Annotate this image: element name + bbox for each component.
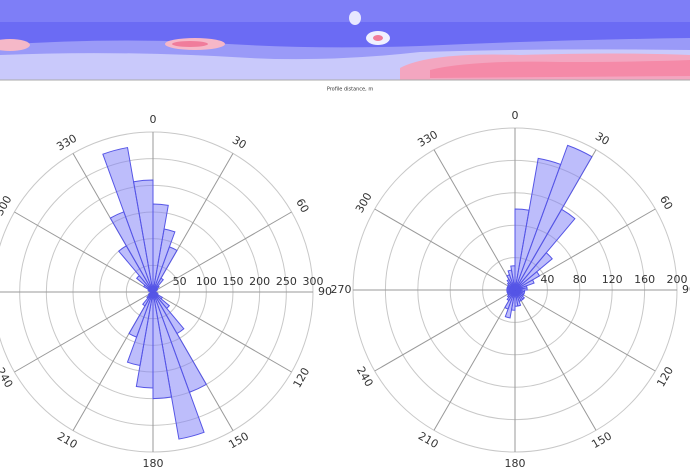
angle-tick-label: 180 (505, 457, 526, 467)
angle-tick-label: 30 (593, 130, 612, 148)
heatmap-spot (172, 41, 208, 47)
angle-tick-label: 180 (143, 457, 164, 467)
angle-tick-label: 0 (512, 109, 519, 122)
r-tick-label: 150 (223, 275, 244, 288)
x-axis-label: Profile distance, m (327, 87, 374, 93)
petal (514, 144, 593, 291)
angle-tick-label: 330 (54, 132, 79, 154)
angle-tick-label: 120 (291, 365, 313, 390)
angle-tick-label: 150 (226, 430, 251, 452)
r-tick-label: 200 (249, 275, 270, 288)
r-tick-label: 250 (276, 275, 297, 288)
petal (514, 279, 535, 291)
spoke (152, 291, 292, 373)
r-tick-label: 200 (667, 273, 688, 286)
angle-tick-label: 210 (55, 430, 80, 452)
angle-tick-label: 240 (354, 364, 376, 389)
spoke (374, 208, 516, 291)
angle-tick-label: 30 (230, 133, 249, 151)
spoke (152, 211, 292, 293)
angle-tick-label: 90 (682, 283, 690, 296)
r-tick-label: 80 (573, 273, 587, 286)
petal (514, 287, 528, 291)
angle-tick-label: 150 (589, 429, 614, 451)
heatmap-spot (373, 35, 383, 41)
spoke (433, 289, 516, 431)
petal (102, 146, 154, 293)
angle-tick-label: 60 (293, 196, 311, 215)
heatmap-spot (0, 39, 30, 51)
angle-tick-label: 0 (150, 113, 157, 126)
contour-strip: Profile distance, m (0, 0, 690, 93)
spoke (14, 211, 154, 293)
heatmap-spot (349, 11, 361, 25)
spoke (433, 149, 516, 291)
r-tick-label: 160 (634, 273, 655, 286)
petal (514, 271, 541, 291)
petal (514, 252, 553, 291)
spoke (374, 289, 516, 372)
angle-tick-label: 60 (657, 193, 675, 212)
petal (510, 265, 516, 291)
spoke (14, 291, 154, 373)
angle-tick-label: 270 (331, 283, 352, 296)
heatmap-band (430, 60, 690, 78)
angle-tick-label: 90 (318, 285, 332, 298)
petal (152, 291, 205, 440)
angle-tick-label: 210 (416, 429, 441, 451)
angle-tick-label: 300 (353, 190, 375, 215)
r-tick-label: 120 (602, 273, 623, 286)
angle-tick-label: 330 (415, 128, 440, 150)
heatmap-band (0, 0, 690, 22)
r-tick-label: 40 (540, 273, 554, 286)
petal (132, 179, 154, 293)
spoke (514, 289, 597, 431)
r-tick-label: 100 (196, 275, 217, 288)
angle-tick-label: 120 (654, 364, 676, 389)
petal (514, 208, 576, 291)
angle-tick-label: 300 (0, 193, 14, 218)
petal (152, 291, 173, 400)
r-tick-label: 300 (303, 275, 324, 288)
spoke (514, 289, 656, 372)
